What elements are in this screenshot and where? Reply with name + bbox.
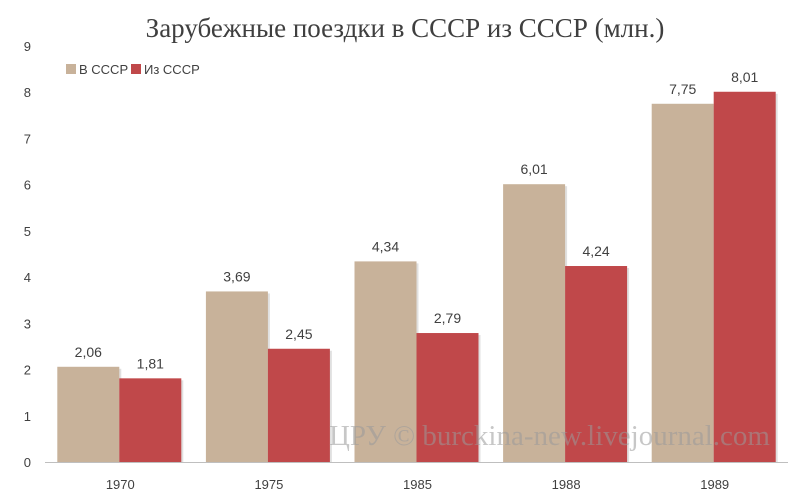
legend-label-v-sssr: В СССР [79, 62, 128, 77]
bar-iz-sssr [119, 378, 182, 462]
y-tick-label: 0 [24, 455, 31, 470]
data-labels: 2,06 1,81 3,69 2,45 4,34 2,79 6,01 4,24 7,75 8,01 [75, 69, 759, 372]
bar-v-sssr [651, 103, 714, 463]
data-label: 4,24 [582, 243, 609, 259]
y-tick-label: 8 [24, 85, 31, 100]
watermark: ЦРУ © burckina-new.livejournal.com [329, 420, 770, 452]
bar-v-sssr [354, 261, 417, 462]
bar-v-sssr [503, 184, 566, 462]
bar-v-sssr [57, 366, 120, 462]
data-label: 2,79 [434, 310, 461, 326]
y-axis: 0 1 2 3 4 5 6 7 8 9 [24, 39, 31, 470]
x-axis: 1970 1975 1985 1988 1989 [45, 462, 788, 492]
x-tick-label: 1975 [254, 477, 283, 492]
y-tick-label: 9 [24, 39, 31, 54]
legend: В СССР Из СССР [66, 62, 200, 77]
y-tick-label: 5 [24, 224, 31, 239]
legend-label-iz-sssr: Из СССР [144, 62, 200, 77]
x-tick-label: 1988 [552, 477, 581, 492]
y-tick-label: 6 [24, 178, 31, 193]
x-tick-label: 1985 [403, 477, 432, 492]
chart-title: Зарубежные поездки в СССР из СССР (млн.) [146, 13, 665, 43]
bars [57, 91, 778, 463]
data-label: 2,45 [285, 326, 312, 342]
y-tick-label: 2 [24, 363, 31, 378]
bar-iz-sssr [713, 91, 776, 462]
data-label: 2,06 [75, 344, 102, 360]
legend-swatch-iz-sssr [131, 64, 141, 74]
y-tick-label: 3 [24, 316, 31, 331]
bar-iz-sssr [565, 266, 628, 462]
data-label: 4,34 [372, 238, 399, 254]
data-label: 6,01 [520, 161, 547, 177]
x-tick-label: 1989 [700, 477, 729, 492]
x-tick-label: 1970 [106, 477, 135, 492]
data-label: 7,75 [669, 81, 696, 97]
y-tick-label: 7 [24, 131, 31, 146]
data-label: 1,81 [137, 355, 164, 371]
legend-swatch-v-sssr [66, 64, 76, 74]
bar-iz-sssr [416, 333, 479, 462]
data-label: 8,01 [731, 69, 758, 85]
data-label: 3,69 [223, 268, 250, 284]
y-tick-label: 1 [24, 409, 31, 424]
y-tick-label: 4 [24, 270, 31, 285]
bar-v-sssr [205, 291, 268, 462]
bar-iz-sssr [267, 348, 330, 462]
